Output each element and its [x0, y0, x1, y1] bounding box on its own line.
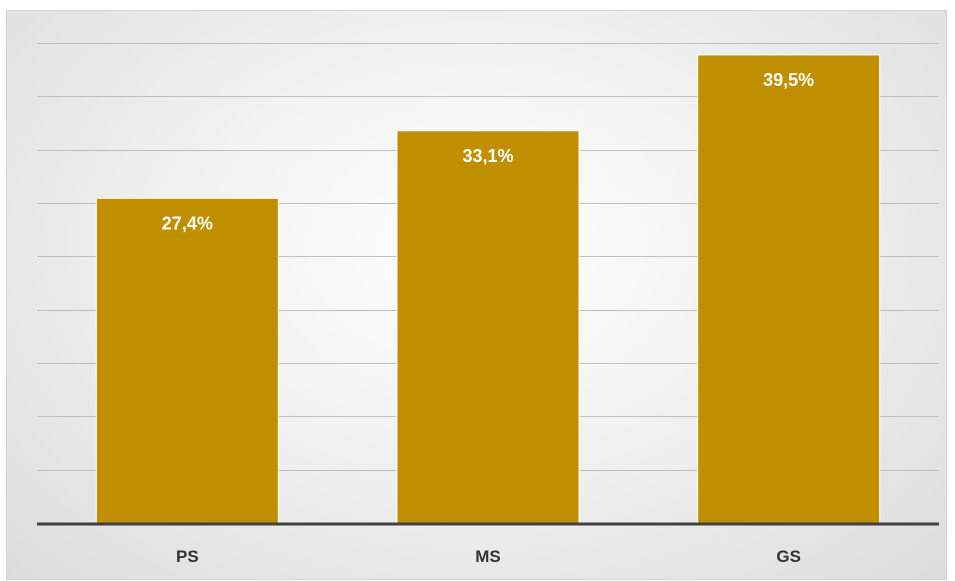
data-label-ps: 27,4% [162, 213, 213, 233]
data-labels: 27,4% 33,1% 39,5% [162, 70, 814, 233]
x-tick-label-ms: MS [475, 547, 501, 566]
bar-ps [95, 197, 279, 524]
data-label-gs: 39,5% [763, 70, 814, 90]
x-axis-tick-labels: PS MS GS [176, 547, 801, 566]
bar-gs [697, 54, 881, 524]
x-tick-label-ps: PS [176, 547, 199, 566]
bar-ms [396, 130, 580, 524]
data-label-ms: 33,1% [462, 146, 513, 166]
bars [95, 54, 881, 524]
x-tick-label-gs: GS [776, 547, 801, 566]
